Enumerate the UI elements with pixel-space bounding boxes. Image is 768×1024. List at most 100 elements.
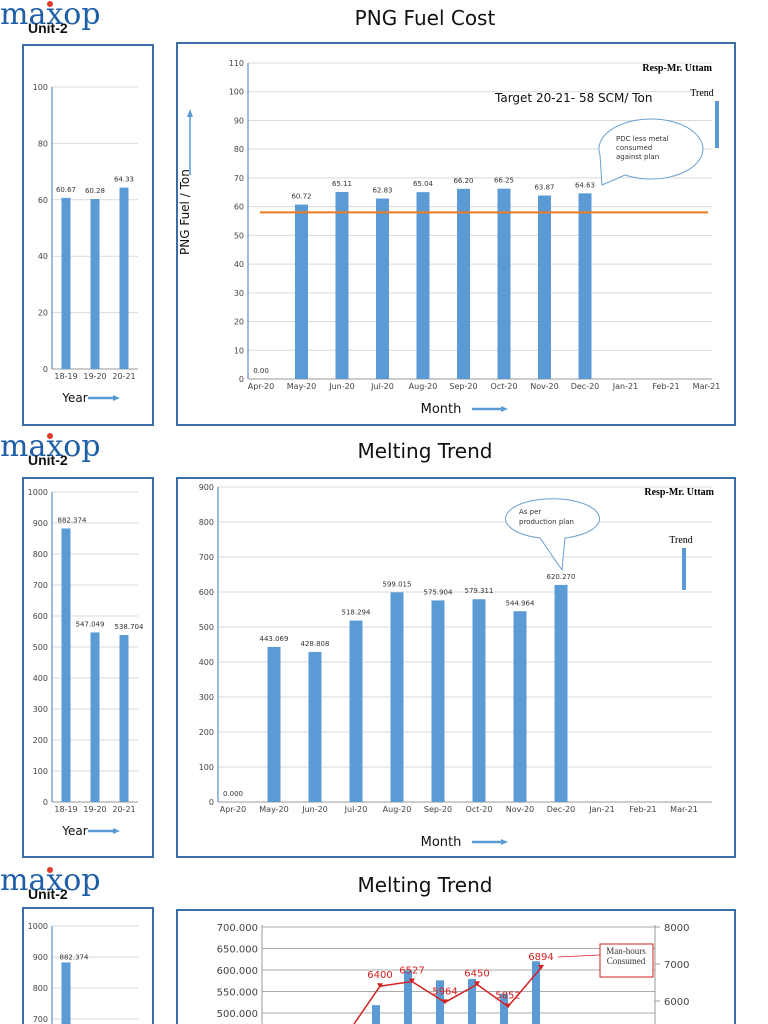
target-label: Target 20-21- 58 SCM/ Ton (494, 91, 652, 105)
bar (431, 600, 445, 802)
yearly-panel-frame (22, 907, 154, 1024)
line-data-label: 5964 (432, 986, 457, 997)
data-label: 65.04 (413, 180, 434, 188)
bar (119, 187, 129, 369)
y-tick-label: 90 (234, 116, 244, 125)
y-axis-title: PNG Fuel / Ton (178, 169, 192, 255)
legend-box (599, 943, 654, 978)
data-label: 66.20 (453, 177, 473, 185)
bar (538, 195, 551, 379)
y-tick-label: 300 (33, 705, 48, 714)
line-data-label: 6894 (528, 952, 553, 963)
x-tick-label: 19-20 (83, 372, 106, 381)
data-label: 882.374 (58, 516, 87, 524)
man-hours-line-segment (353, 985, 381, 1024)
trend-label: Trend (690, 88, 714, 99)
month-arrow (472, 406, 508, 412)
data-label: 620.270 (547, 573, 576, 581)
callout-text-line: against plan (616, 153, 659, 161)
x-axis-title: Month (421, 402, 462, 417)
x-axis-title: Month (421, 835, 462, 850)
y-tick-label: 400 (33, 674, 48, 683)
y-tick-label: 700 (199, 553, 214, 562)
data-label: 544.964 (506, 599, 535, 607)
bar (376, 198, 389, 379)
bar (500, 993, 508, 1024)
monthly-panel-frame (176, 477, 736, 858)
trend-arrow-icon (715, 101, 719, 148)
bar (472, 599, 486, 802)
x-tick-label: May-20 (287, 382, 316, 391)
y-tick-label: 20 (38, 309, 48, 318)
arrow-head (501, 406, 508, 412)
y-tick-label: 0 (209, 798, 214, 807)
x-tick-label: Apr-20 (248, 382, 274, 391)
x-tick-label: Nov-20 (530, 382, 558, 391)
y-tick-label: 700 (33, 581, 48, 590)
y-tick-label: 100 (199, 763, 214, 772)
resp-label: Resp-Mr. Uttam (642, 63, 712, 74)
data-label: 0.00 (253, 367, 269, 375)
unit-label: Unit-2 (28, 20, 68, 36)
bar (90, 199, 100, 369)
callout-text-line: PDC less metal (616, 135, 669, 143)
y-tick-label: 600 (199, 588, 214, 597)
y-tick-label: 0 (43, 798, 48, 807)
x-tick-label: 19-20 (83, 805, 106, 814)
line-data-label: 6450 (464, 968, 489, 979)
x-tick-label: Apr-20 (220, 805, 246, 814)
data-label: 443.069 (260, 635, 289, 643)
y-tick-label: 110 (229, 59, 244, 68)
callout-bubble (598, 118, 704, 186)
logo-dot (47, 1, 53, 7)
y-tick-label: 100 (33, 83, 48, 92)
line-marker (505, 1003, 511, 1009)
y-left-tick-label: 700.000 (217, 923, 258, 934)
y-tick-label: 30 (234, 289, 244, 298)
y-tick-label: 800 (33, 984, 48, 993)
line-marker (474, 981, 480, 987)
x-tick-label: Aug-20 (409, 382, 438, 391)
y-tick-label: 200 (199, 728, 214, 737)
y-left-tick-label: 550.000 (217, 988, 258, 999)
y-tick-label: 800 (199, 518, 214, 527)
y-tick-label: 1000 (28, 922, 48, 931)
y-tick-label: 100 (229, 88, 244, 97)
y-tick-label: 80 (38, 139, 48, 148)
bar (90, 632, 100, 802)
bar (335, 191, 349, 379)
x-tick-label: Jul-20 (370, 382, 394, 391)
callout-text-line: As per (519, 508, 541, 516)
x-tick-label: Mar-21 (670, 805, 698, 814)
x-axis-title: Year (61, 824, 87, 838)
man-hours-line (379, 967, 542, 1008)
y-arrow-head (187, 109, 193, 117)
resp-label: Resp-Mr. Uttam (644, 487, 714, 498)
y-right-tick-label: 8000 (664, 923, 689, 934)
y-left-tick-label: 650.000 (217, 945, 258, 956)
y-tick-label: 0 (43, 365, 48, 374)
bar (295, 204, 308, 379)
y-right-tick-label: 6000 (664, 997, 689, 1008)
bar (267, 646, 281, 802)
line-marker (442, 999, 448, 1005)
x-tick-label: Jul-20 (344, 805, 368, 814)
bar (497, 188, 511, 379)
data-label: 60.28 (85, 187, 105, 195)
unit-label: Unit-2 (28, 452, 68, 468)
section-title: PNG Fuel Cost (355, 6, 496, 30)
x-tick-label: May-20 (259, 805, 288, 814)
data-label: 64.63 (575, 181, 595, 189)
data-label: 428.808 (301, 640, 330, 648)
x-tick-label: Dec-20 (547, 805, 576, 814)
line-marker (538, 964, 544, 970)
bar (404, 970, 412, 1024)
y-tick-label: 900 (33, 519, 48, 528)
y-tick-label: 500 (33, 643, 48, 652)
x-tick-label: Jan-21 (588, 805, 614, 814)
x-tick-label: Aug-20 (383, 805, 412, 814)
bar (372, 1005, 380, 1024)
line-data-label: 6400 (367, 970, 392, 981)
x-tick-label: Oct-20 (466, 805, 493, 814)
